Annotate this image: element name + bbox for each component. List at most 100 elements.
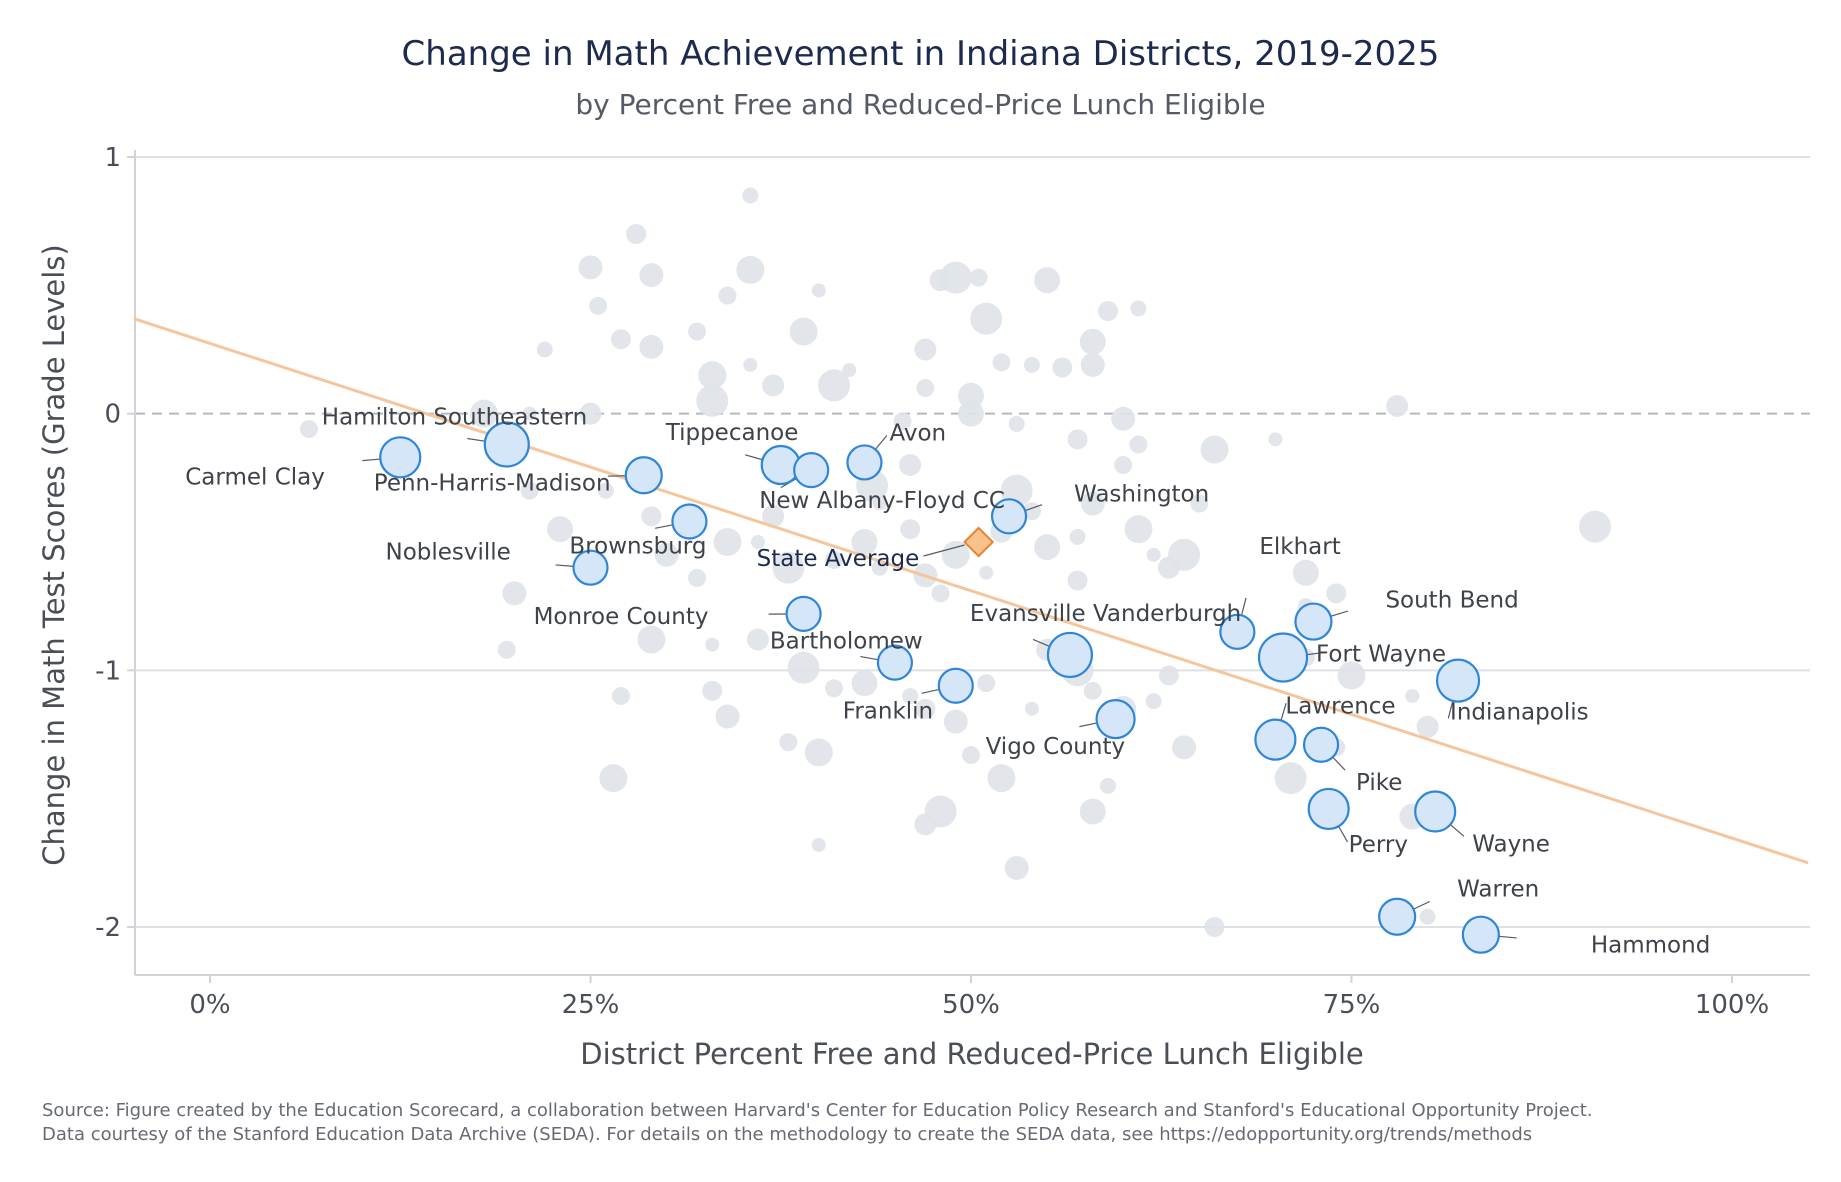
background-points <box>299 187 1612 937</box>
axis-layer: 1 0 -1 -2 0% 25% 50% 75% 100% <box>95 143 1810 1020</box>
district-point <box>1069 528 1086 545</box>
district-point <box>943 709 968 734</box>
district-point <box>1083 681 1102 700</box>
highlighted-district-point <box>1302 726 1340 763</box>
district-point <box>958 400 984 427</box>
district-point <box>1130 300 1147 317</box>
leader-line <box>1498 935 1517 939</box>
district-label: Warren <box>1457 877 1539 903</box>
highlighted-district-point <box>1095 698 1136 740</box>
district-label: Hammond <box>1591 933 1710 959</box>
district-point <box>1146 547 1161 562</box>
district-point <box>1067 570 1088 591</box>
district-point <box>1080 491 1105 516</box>
leader-line <box>874 435 888 450</box>
leader-line <box>1449 824 1465 837</box>
district-point <box>502 581 527 606</box>
district-point <box>1326 583 1347 604</box>
district-point <box>762 505 785 528</box>
district-point <box>599 764 628 793</box>
district-point <box>639 334 664 359</box>
highlighted-district-point <box>785 595 822 632</box>
district-point <box>688 568 707 587</box>
district-point <box>742 187 759 204</box>
district-point <box>1008 415 1025 432</box>
leader-line <box>1413 900 1431 910</box>
district-point <box>1124 515 1153 544</box>
leader-line <box>1032 638 1050 647</box>
district-point <box>939 261 972 294</box>
district-point <box>958 382 984 409</box>
district-point <box>696 384 729 417</box>
x-tick-label: 0% <box>189 990 230 1020</box>
district-point <box>1292 559 1319 586</box>
y-tick-label: -1 <box>95 656 121 686</box>
district-point <box>1023 356 1040 373</box>
state-average-leader <box>923 544 965 557</box>
district-point <box>578 255 603 280</box>
district-point <box>992 353 1011 372</box>
district-point <box>1067 429 1088 450</box>
district-point <box>1034 267 1061 294</box>
district-point <box>916 379 935 397</box>
district-point <box>851 529 878 555</box>
district-point <box>1200 435 1229 464</box>
grid-layer <box>135 156 1810 928</box>
district-point <box>637 625 666 654</box>
leader-line <box>467 437 486 442</box>
district-point <box>750 535 765 549</box>
district-point <box>698 361 727 390</box>
highlighted-district-point <box>1257 632 1309 683</box>
trend-line <box>133 317 1809 865</box>
leader-line <box>555 564 574 567</box>
district-point <box>547 516 574 543</box>
highlighted-district-point <box>793 452 830 489</box>
chart-title: Change in Math Achievement in Indiana Di… <box>401 34 1440 74</box>
district-point <box>641 506 662 527</box>
district-point <box>520 481 539 500</box>
x-axis-label: District Percent Free and Reduced-Price … <box>580 1037 1364 1071</box>
highlighted-district-point <box>1414 790 1457 833</box>
district-label: Fort Wayne <box>1316 642 1446 668</box>
district-point <box>469 399 498 428</box>
district-point <box>705 637 720 652</box>
leader-line <box>1332 756 1346 771</box>
district-labels: Carmel Clay Hamilton Southeastern Penn-Har… <box>185 404 1710 958</box>
district-point <box>1386 394 1409 417</box>
x-tick-label: 50% <box>942 990 1000 1020</box>
district-point <box>626 224 647 244</box>
district-point <box>914 338 937 361</box>
highlighted-district-point <box>483 421 530 468</box>
district-point <box>718 286 737 305</box>
district-point <box>893 412 912 431</box>
district-point <box>818 369 851 402</box>
district-point <box>762 374 785 397</box>
district-point <box>979 565 994 580</box>
leader-line <box>745 454 763 461</box>
leader-lines <box>362 435 1517 939</box>
district-label: Bartholomew <box>770 629 923 655</box>
highlighted-district-point <box>990 498 1028 535</box>
district-label: South Bend <box>1385 588 1518 614</box>
district-point <box>969 268 988 287</box>
highlighted-district-point <box>1307 787 1350 831</box>
district-point <box>941 540 970 569</box>
district-point <box>589 296 608 315</box>
highlighted-district-point <box>846 444 883 481</box>
district-point <box>789 317 818 346</box>
district-point <box>536 341 553 358</box>
highlighted-district-point <box>1435 658 1481 703</box>
state-average-label: State Average <box>757 546 920 572</box>
district-point <box>787 651 820 684</box>
district-point <box>299 420 318 439</box>
district-label: Avon <box>889 420 946 446</box>
district-point <box>1579 510 1612 543</box>
trend-layer <box>133 317 1809 865</box>
district-point <box>702 680 723 701</box>
highlighted-district-point <box>876 644 914 681</box>
district-point <box>825 550 844 569</box>
district-point <box>1114 456 1133 474</box>
highlighted-district-point <box>1378 897 1417 936</box>
district-point <box>1079 328 1106 355</box>
district-point <box>899 454 922 476</box>
